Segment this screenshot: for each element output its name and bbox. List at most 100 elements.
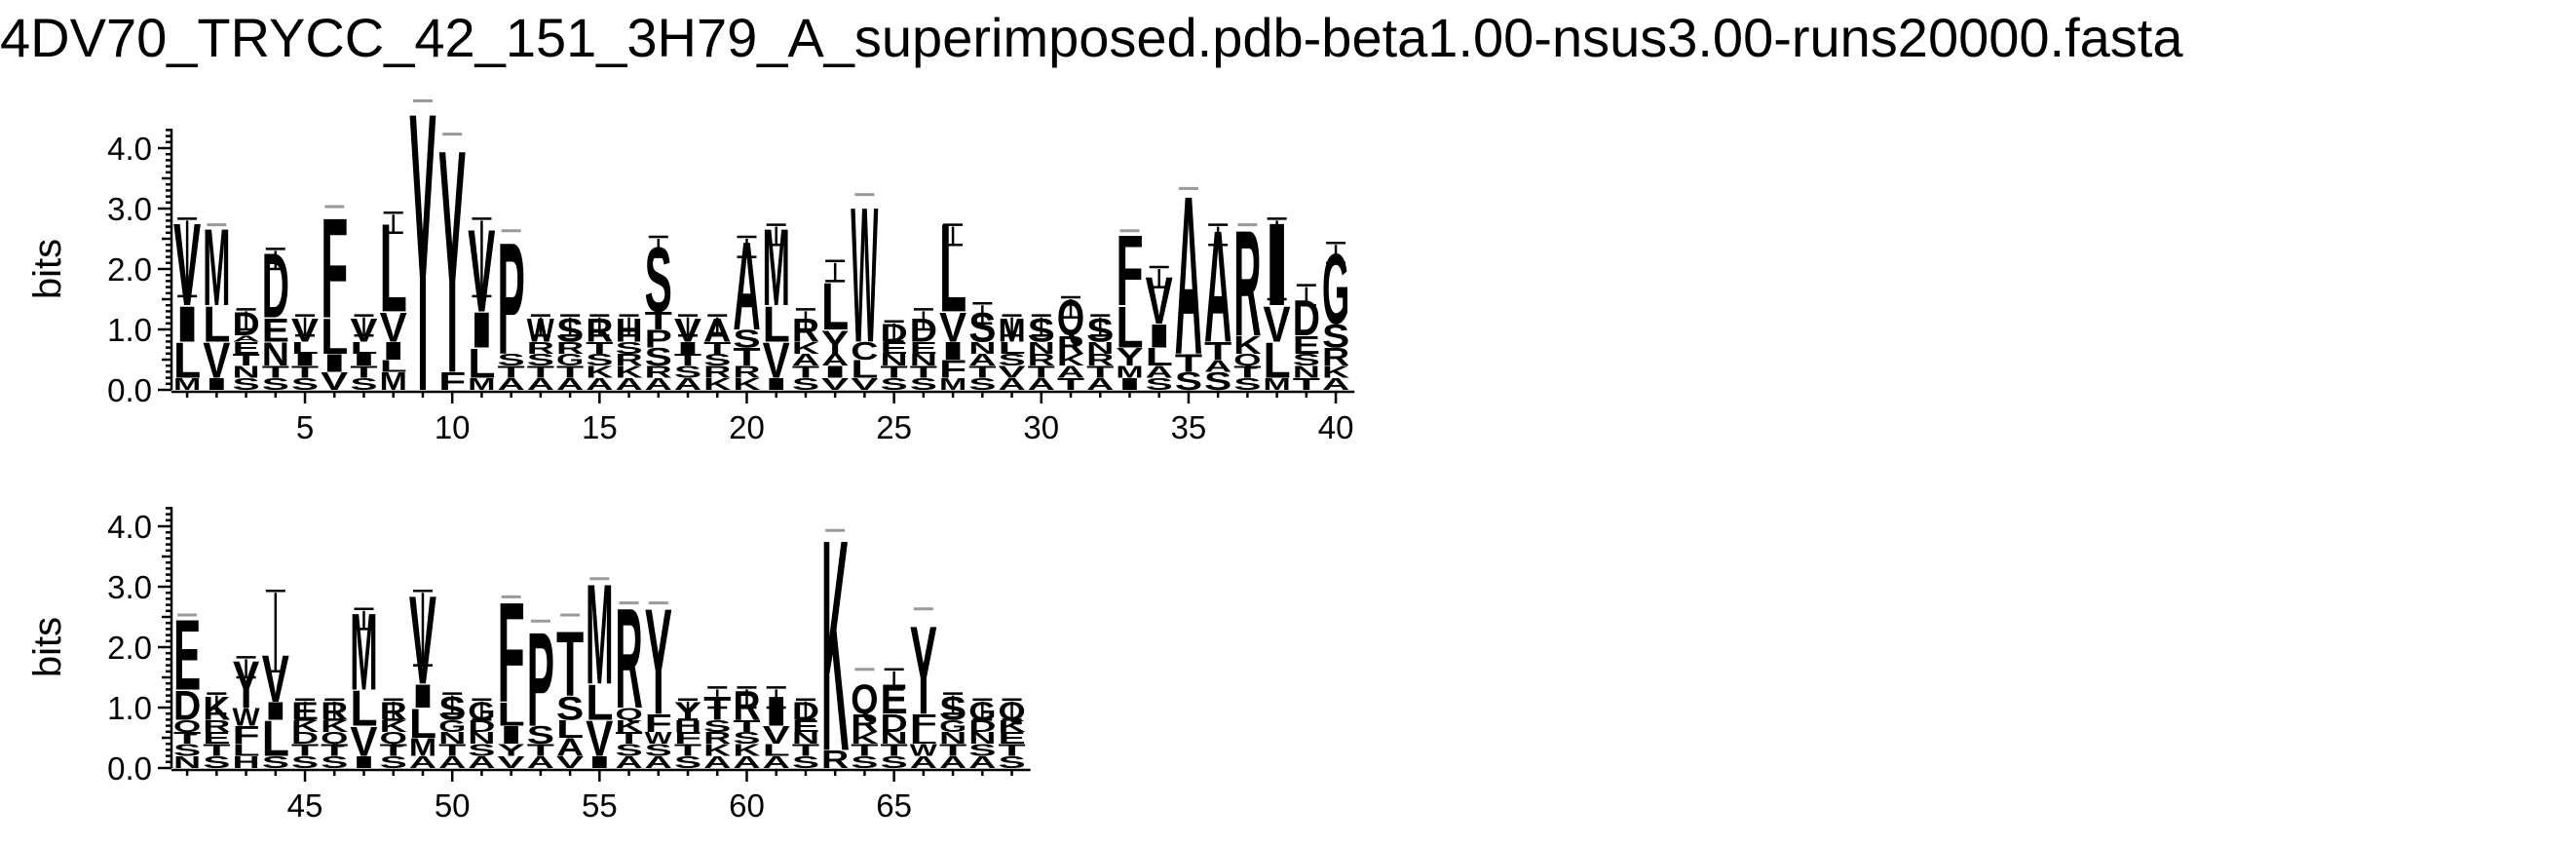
logo-letter: S [645,343,672,371]
logo-letter: D [468,717,495,736]
logo-letter: A [527,375,554,394]
logo-letter: S [968,741,996,759]
logo-letter: I [380,337,407,365]
x-tick-label: 65 [876,787,912,824]
y-tick-label: 3.0 [107,191,152,227]
logo-letter: K [703,375,731,394]
logo-letter: V [1264,295,1292,352]
logo-letter: Y [498,741,526,759]
logo-letter: S [910,375,937,394]
logo-letter: P [645,326,672,354]
logo-letter: K [703,742,731,760]
x-tick-label: 60 [729,787,765,824]
logo-letter: E [232,338,259,357]
logo-letter: N [968,729,996,748]
y-tick-label: 3.0 [107,569,152,605]
logo-letter: R [1233,199,1261,367]
logo-letter: I [586,753,613,772]
logo-letter: A [615,753,642,772]
logo-letter: I [203,375,230,394]
logo-letter: L [291,338,319,357]
x-tick-label: 40 [1318,409,1354,445]
logo-letter: F [498,574,525,733]
logo-letter: D [291,729,319,748]
logo-letter: N [1086,339,1114,358]
logo-letter: N [792,729,819,748]
logo-letter: I [321,349,348,377]
logo-column-35: STA [1175,150,1202,403]
logo-letter: W [851,169,878,384]
logo-letter: M [173,375,201,394]
logo-letter: S [173,741,201,759]
logo-letter: F [232,721,259,749]
logo-letter: M [1116,363,1143,381]
logo-letter: K [792,339,819,358]
logo-letter: A [910,753,937,772]
logo-letter: A [1146,364,1173,382]
logo-letter: A [556,375,584,394]
logo-letter: T [645,307,672,335]
logo-letter: T [615,729,642,748]
logo-letter: V [821,374,850,393]
logo-letter: S [1322,318,1349,355]
logo-letter: S [615,741,642,759]
logo-letter: T [998,741,1025,759]
logo-letter: L [203,297,230,353]
logo-letter: V [556,752,585,771]
logo-letter: L [262,711,289,767]
x-tick-label: 15 [582,409,618,445]
logo-letter: N [939,729,966,748]
logo-letter: M [586,555,613,714]
logo-letter: L [232,741,259,759]
x-tick-label: 35 [1171,409,1207,445]
logo-letter: L [350,338,377,357]
logo-letter: L [1264,333,1291,389]
logo-letter: R [851,710,878,738]
y-tick-label: 0.0 [107,750,152,787]
logo-column-9: Y [409,29,436,475]
logo-letter: L [498,695,525,733]
logo-letter: L [173,333,201,389]
y-tick-label: 1.0 [107,690,152,726]
logo-letter: K [321,717,348,736]
logo-letter: Y [645,578,672,747]
logo-letter: S [1293,351,1320,369]
logo-letter: D [173,682,201,729]
logo-letter: S [792,753,819,772]
logo-letter: M [380,368,407,396]
logo-letter: M [409,734,436,761]
logo-letter: Q [851,676,878,723]
logo-letter: K [615,364,642,382]
logo-letter: L [821,270,849,344]
logo-letter: L [998,338,1025,357]
logo-letter: L [939,197,966,338]
logo-letter: F [438,367,466,396]
logo-letter: R [821,746,849,774]
logo-letter: V [350,718,378,766]
logo-letter: S [998,753,1025,772]
logo-letter: S [851,753,878,772]
logo-letter: G [438,717,466,736]
logo-letter: A [733,217,760,357]
